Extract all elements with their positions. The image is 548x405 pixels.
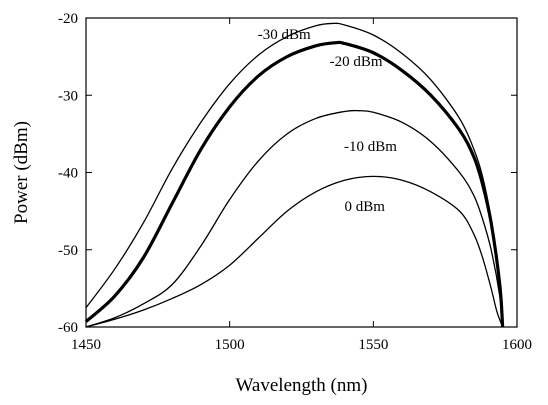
- x-axis-label: Wavelength (nm): [236, 375, 368, 396]
- curve-labels-group: -30 dBm -20 dBm -10 dBm 0 dBm: [258, 27, 397, 215]
- x-tick-label: 1450: [71, 337, 101, 353]
- y-axis-label: Power (dBm): [11, 121, 32, 224]
- x-tick-label: 1600: [502, 337, 532, 353]
- y-tick-label: -30: [58, 88, 78, 104]
- series-line-0-dBm: [85, 175, 504, 328]
- curve-label: -10 dBm: [344, 139, 397, 155]
- series-line-neg30-dBm: [85, 22, 504, 328]
- curve-label: -30 dBm: [258, 27, 311, 43]
- curve-label: 0 dBm: [344, 199, 385, 215]
- plot-frame: [85, 17, 518, 328]
- curves-group: [84, 22, 505, 328]
- tick-labels-group: 1450 1500 1550 1600 -20 -30 -40 -50 -60: [58, 11, 532, 353]
- y-tick-label: -40: [58, 166, 78, 182]
- series-line-neg20-dBm: [84, 40, 505, 328]
- y-tick-label: -60: [58, 320, 78, 336]
- series-line-neg10-dBm: [85, 109, 504, 328]
- y-tick-label: -20: [58, 11, 78, 27]
- x-tick-label: 1550: [358, 337, 388, 353]
- curve-label: -20 dBm: [330, 54, 383, 70]
- ticks-group: [85, 17, 518, 328]
- x-tick-label: 1500: [215, 337, 245, 353]
- y-tick-label: -50: [58, 243, 78, 259]
